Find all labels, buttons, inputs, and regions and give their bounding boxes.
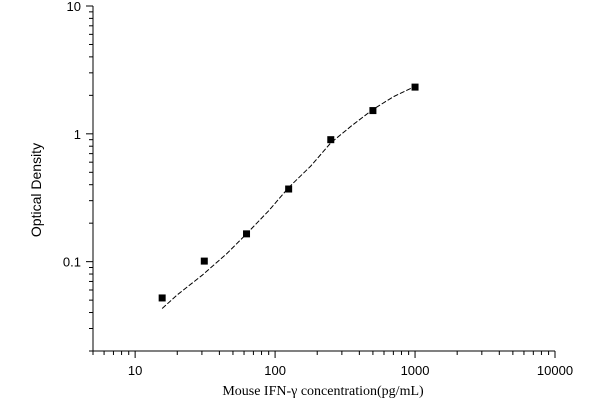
axes <box>92 6 555 352</box>
fit-curve-layer <box>161 85 416 309</box>
data-point <box>243 230 251 238</box>
x-axis-label: Mouse IFN-γ concentration(pg/mL) <box>222 384 424 399</box>
data-point <box>200 257 208 265</box>
x-tick-label: 100 <box>264 363 286 378</box>
y-tick-label: 0.1 <box>63 255 81 270</box>
fit-curve <box>161 85 416 309</box>
y-axis-label: Optical Density <box>28 143 44 237</box>
tick-labels: 10 100 1000 10000 0.1 1 10 <box>63 0 573 378</box>
data-point <box>411 83 419 91</box>
data-point <box>369 107 377 115</box>
data-point <box>158 294 166 302</box>
data-points <box>158 83 419 302</box>
y-tick-label: 1 <box>74 127 81 142</box>
data-point <box>327 136 335 144</box>
x-tick-label: 10 <box>128 363 142 378</box>
data-point <box>285 185 293 193</box>
tick-marks <box>86 5 556 358</box>
x-tick-label: 1000 <box>401 363 430 378</box>
y-tick-label: 10 <box>67 0 81 14</box>
x-tick-label: 10000 <box>537 363 573 378</box>
